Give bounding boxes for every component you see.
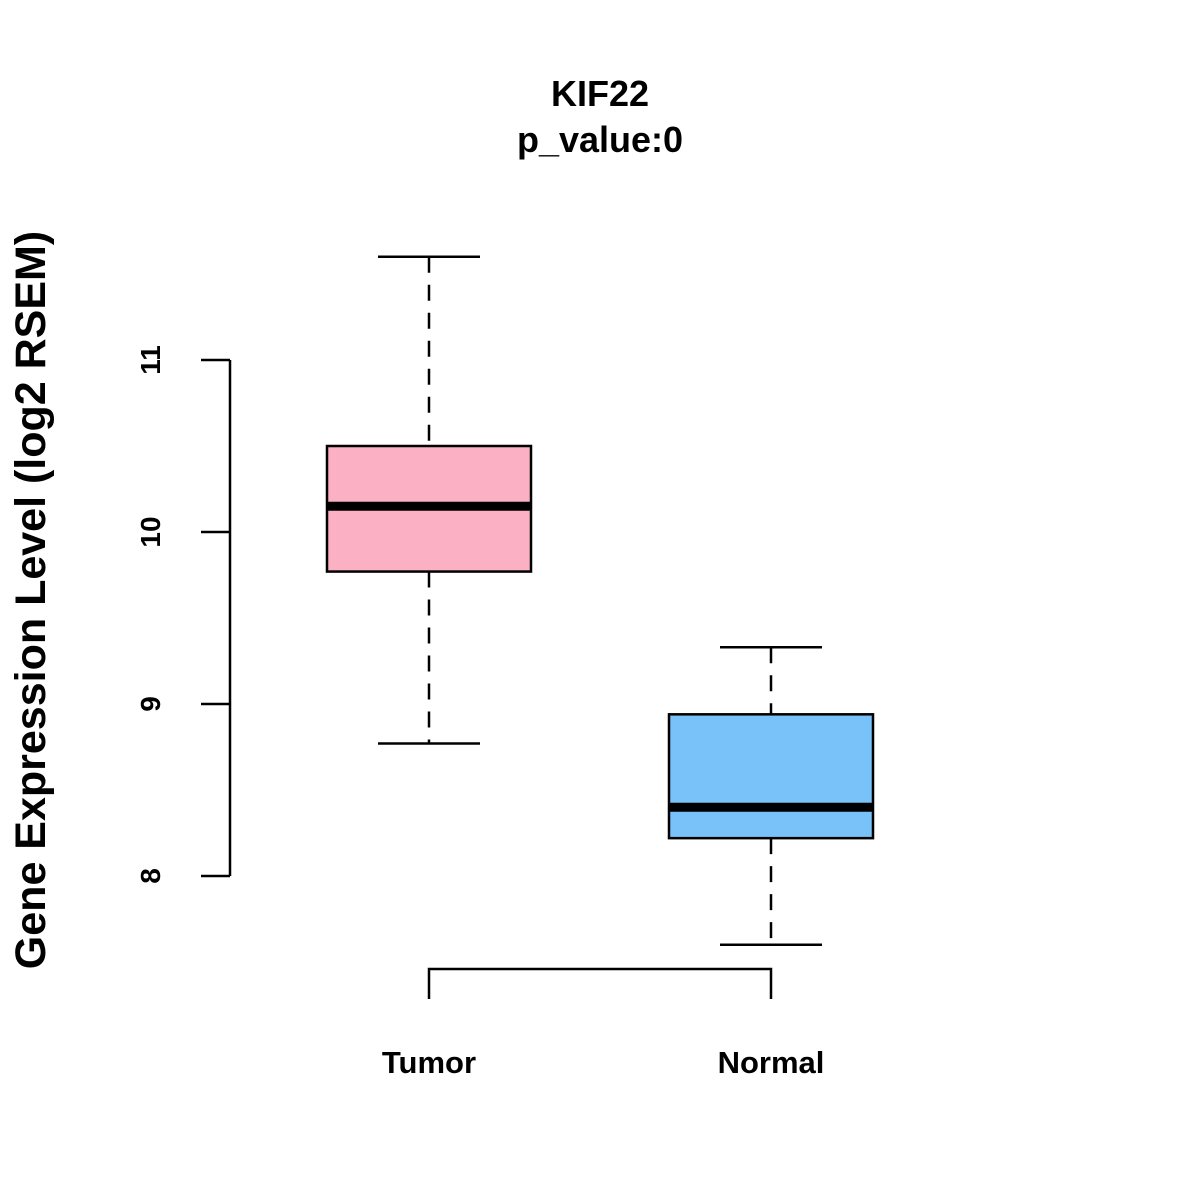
y-tick-label: 9 <box>135 696 166 712</box>
iqr-box <box>667 713 875 840</box>
x-category-label: Normal <box>718 1045 825 1080</box>
significance-bracket <box>427 967 773 999</box>
chart-title: KIF22 <box>551 73 649 114</box>
x-category-label: Tumor <box>382 1045 476 1080</box>
y-tick-label: 11 <box>135 345 166 375</box>
box-series <box>325 255 875 947</box>
box-normal <box>667 645 875 947</box>
bracket-line <box>427 967 773 999</box>
box-tumor <box>325 255 533 745</box>
x-axis-labels: Tumor Normal <box>382 1045 824 1080</box>
y-tick-label: 8 <box>135 868 166 884</box>
y-tick-label: 10 <box>135 516 166 547</box>
y-axis: 8 9 10 11 <box>135 345 232 884</box>
y-axis-label: Gene Expression Level (log2 RSEM) <box>7 231 55 969</box>
chart-subtitle: p_value:0 <box>517 119 683 160</box>
